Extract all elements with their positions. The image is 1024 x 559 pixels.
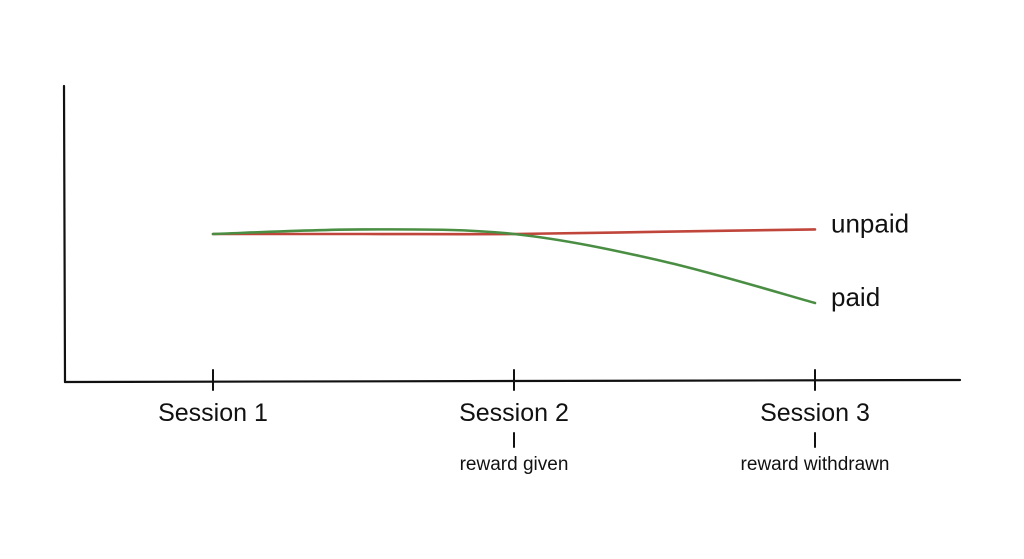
series-line-paid <box>211 228 817 305</box>
annotation-reward-withdrawn: reward withdrawn <box>741 454 890 475</box>
x-tick-label-2: Session 2 <box>459 399 569 427</box>
annotation-reward-given: reward given <box>460 454 569 475</box>
series-label-paid: paid <box>831 282 880 312</box>
x-axis <box>63 378 962 384</box>
series-labels: unpaid paid <box>831 208 909 312</box>
x-tick-label-3: Session 3 <box>760 399 870 427</box>
series-label-unpaid: unpaid <box>831 208 909 238</box>
y-axis <box>62 84 67 384</box>
x-ticks: Session 1 Session 2 Session 3 reward given r… <box>158 369 890 475</box>
series-lines <box>211 228 817 305</box>
x-tick-label-1: Session 1 <box>158 399 268 427</box>
